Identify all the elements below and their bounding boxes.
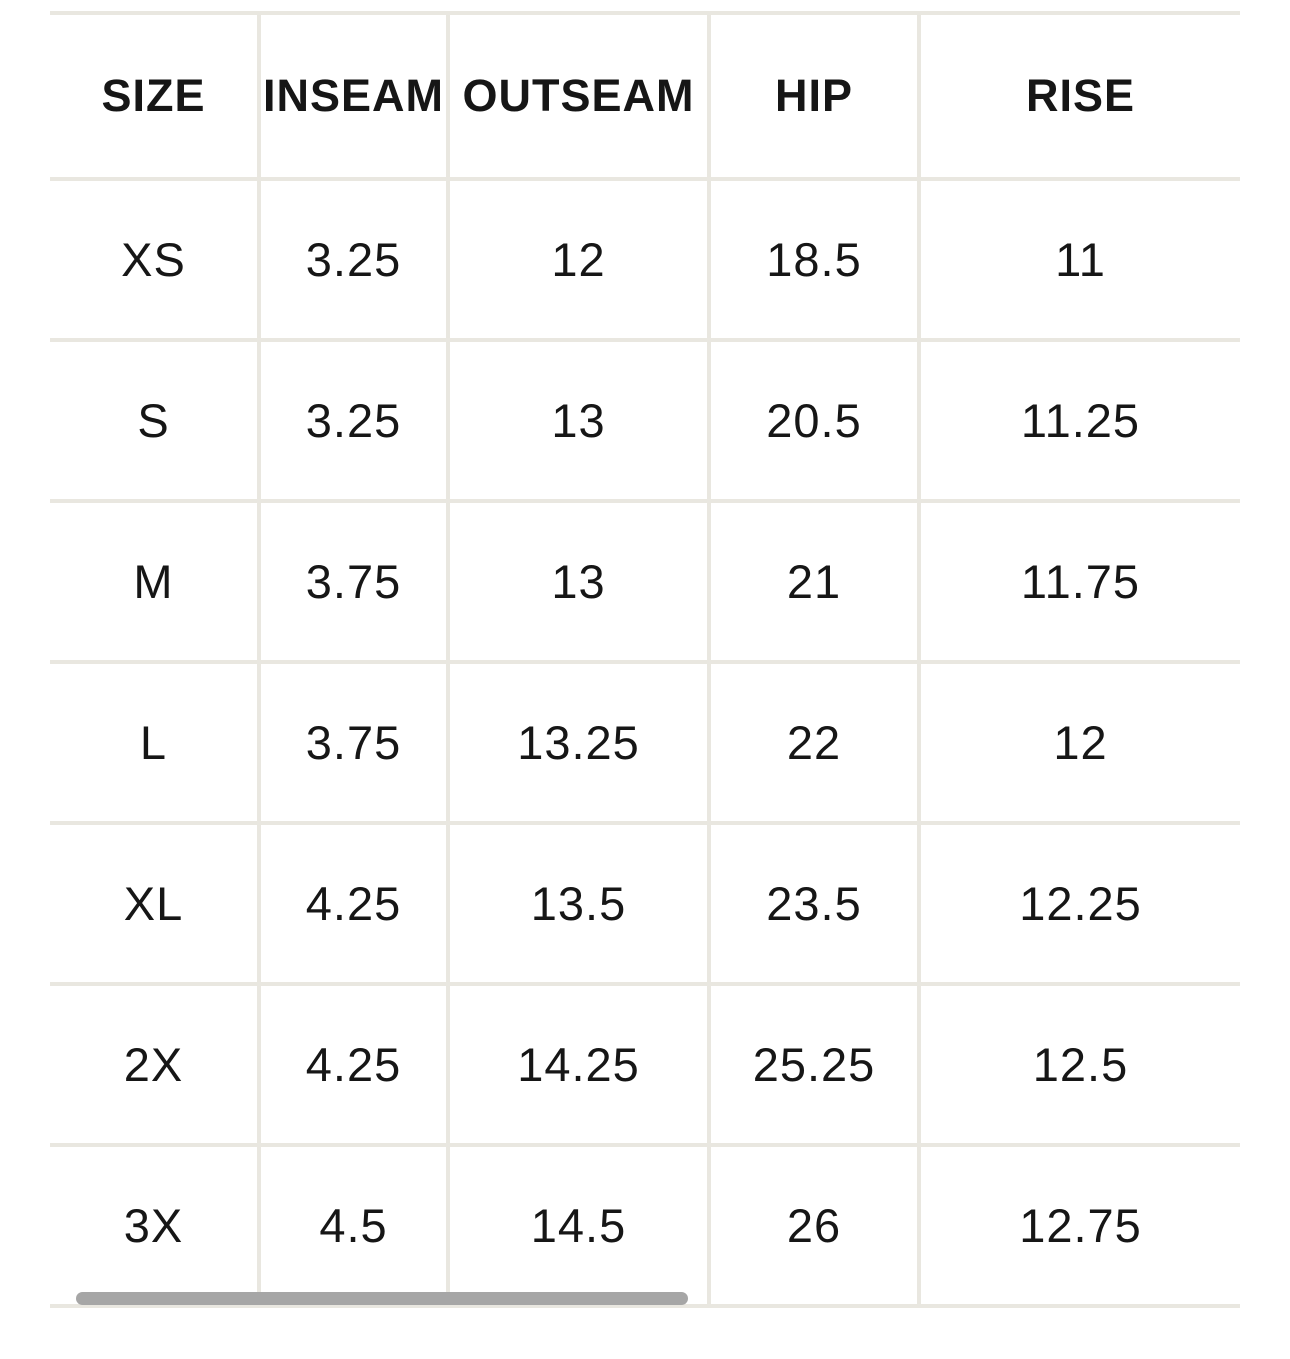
rise-cell: 11	[917, 179, 1240, 342]
column-header-outseam: OUTSEAM	[446, 13, 709, 181]
scrollbar-thumb[interactable]	[76, 1292, 688, 1305]
column-header-inseam: INSEAM	[257, 13, 448, 181]
rise-cell: 12.75	[917, 1145, 1240, 1308]
inseam-cell: 4.25	[257, 984, 448, 1147]
hip-cell: 20.5	[707, 340, 919, 503]
inseam-cell: 3.25	[257, 340, 448, 503]
size-cell: XL	[50, 823, 259, 986]
inseam-cell: 3.25	[257, 179, 448, 342]
outseam-cell: 13	[446, 340, 709, 503]
outseam-cell: 14.5	[446, 1145, 709, 1308]
size-cell: 3X	[50, 1145, 259, 1308]
size-cell: L	[50, 662, 259, 825]
rise-cell: 11.75	[917, 501, 1240, 664]
rise-cell: 12.25	[917, 823, 1240, 986]
table-row-l: L 3.75 13.25 22 12	[50, 662, 1240, 825]
inseam-cell: 3.75	[257, 662, 448, 825]
table-row-m: M 3.75 13 21 11.75	[50, 501, 1240, 664]
column-header-hip: HIP	[707, 13, 919, 181]
rise-cell: 12.5	[917, 984, 1240, 1147]
table-row-s: S 3.25 13 20.5 11.25	[50, 340, 1240, 503]
table-header-row: SIZE INSEAM OUTSEAM HIP RISE	[50, 13, 1240, 181]
hip-cell: 25.25	[707, 984, 919, 1147]
rise-cell: 11.25	[917, 340, 1240, 503]
inseam-cell: 4.5	[257, 1145, 448, 1308]
horizontal-scrollbar[interactable]	[50, 1290, 1240, 1306]
table-row-xl: XL 4.25 13.5 23.5 12.25	[50, 823, 1240, 986]
outseam-cell: 13	[446, 501, 709, 664]
column-header-size: SIZE	[50, 13, 259, 181]
hip-cell: 21	[707, 501, 919, 664]
hip-cell: 23.5	[707, 823, 919, 986]
outseam-cell: 14.25	[446, 984, 709, 1147]
size-cell: M	[50, 501, 259, 664]
size-chart: SIZE INSEAM OUTSEAM HIP RISE XS 3.25 12 …	[50, 11, 1240, 1308]
outseam-cell: 13.5	[446, 823, 709, 986]
rise-cell: 12	[917, 662, 1240, 825]
size-cell: 2X	[50, 984, 259, 1147]
outseam-cell: 12	[446, 179, 709, 342]
size-chart-table: SIZE INSEAM OUTSEAM HIP RISE XS 3.25 12 …	[50, 11, 1240, 1308]
inseam-cell: 4.25	[257, 823, 448, 986]
hip-cell: 26	[707, 1145, 919, 1308]
size-cell: S	[50, 340, 259, 503]
table-row-2x: 2X 4.25 14.25 25.25 12.5	[50, 984, 1240, 1147]
outseam-cell: 13.25	[446, 662, 709, 825]
column-header-rise: RISE	[917, 13, 1240, 181]
inseam-cell: 3.75	[257, 501, 448, 664]
table-row-3x: 3X 4.5 14.5 26 12.75	[50, 1145, 1240, 1308]
hip-cell: 22	[707, 662, 919, 825]
hip-cell: 18.5	[707, 179, 919, 342]
size-cell: XS	[50, 179, 259, 342]
table-row-xs: XS 3.25 12 18.5 11	[50, 179, 1240, 342]
